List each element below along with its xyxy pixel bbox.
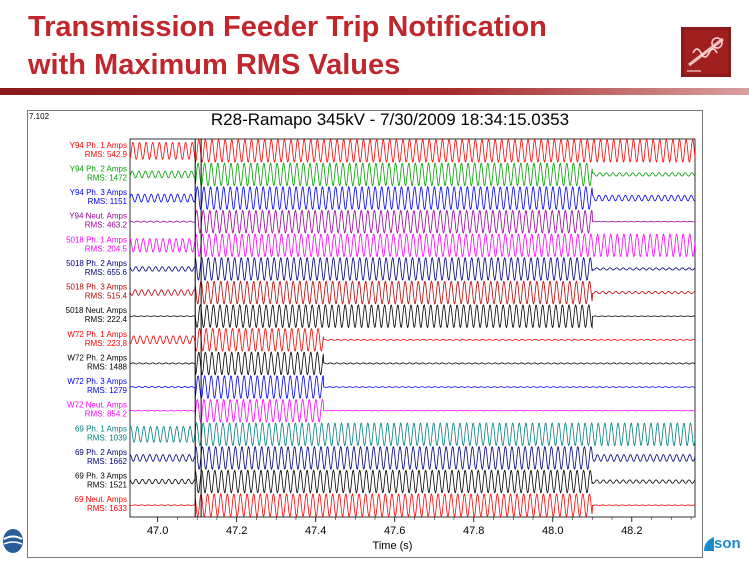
series-rms-label: RMS: 463.2: [85, 221, 128, 230]
series-rms-label: RMS: 1279: [87, 386, 128, 395]
series-trace: [129, 493, 695, 518]
series-rms-label: RMS: 1521: [87, 481, 128, 490]
slide-title-line-2: with Maximum RMS Values: [28, 49, 401, 81]
series-rms-label: RMS: 655.6: [85, 268, 128, 277]
series-name-label: W72 Ph. 3 Amps: [67, 377, 127, 386]
chart-title: R28-Ramapo 345kV - 7/30/2009 18:34:15.03…: [210, 110, 570, 129]
series-name-label: 69 Ph. 1 Amps: [75, 424, 127, 433]
series-name-label: 5018 Ph. 2 Amps: [66, 259, 127, 268]
x-tick-label: 48.0: [542, 525, 563, 537]
series-trace: [129, 374, 696, 400]
footer-brand-fragment: son: [714, 535, 741, 552]
x-tick-label: 47.2: [226, 525, 247, 537]
series-name-label: Y94 Ph. 2 Amps: [70, 164, 127, 173]
series-trace: [129, 398, 696, 423]
plot-area: [129, 138, 696, 518]
slide-title: Transmission Feeder Trip Notification wi…: [28, 8, 648, 84]
x-tick-label: 47.6: [384, 525, 405, 537]
series-trace: [129, 256, 696, 282]
series-name-label: W72 Ph. 2 Amps: [67, 353, 127, 362]
series-rms-label: RMS: 1039: [87, 433, 128, 442]
series-trace: [129, 185, 696, 211]
series-name-label: Y94 Ph. 3 Amps: [70, 188, 127, 197]
series-rms-label: RMS: 854.2: [85, 410, 128, 419]
series-trace: [129, 280, 696, 305]
x-tick-label: 47.4: [305, 525, 326, 537]
series-trace: [129, 138, 696, 163]
slide-title-line-1: Transmission Feeder Trip Notification: [28, 11, 547, 43]
x-tick-label: 48.2: [621, 525, 642, 537]
series-rms-label: RMS: 542.9: [85, 150, 128, 159]
x-tick-label: 47.8: [463, 525, 484, 537]
series-rms-label: RMS: 1662: [87, 457, 128, 466]
series-name-label: 5018 Neut. Amps: [66, 306, 127, 315]
series-name-label: W72 Ph. 1 Amps: [67, 330, 127, 339]
series-rms-label: RMS: 222.4: [85, 315, 128, 324]
series-trace: [129, 422, 696, 447]
globe-icon: [3, 529, 23, 553]
series-rms-label: RMS: 1488: [87, 362, 128, 371]
oscillography-chart: Y94 Ph. 1 Amps RMS: 542.9 Y94 Ph. 2 Amps RM…: [27, 110, 703, 558]
series-name-label: 5018 Ph. 3 Amps: [66, 283, 127, 292]
series-trace: [129, 304, 696, 329]
series-rms-label: RMS: 1472: [87, 173, 128, 182]
series-trace: [129, 351, 696, 376]
series-name-label: Y94 Neut. Amps: [69, 212, 127, 221]
series-rms-label: RMS: 515.4: [85, 292, 128, 301]
x-axis-label: Time (s): [373, 540, 413, 552]
series-name-label: 69 Ph. 2 Amps: [75, 448, 127, 457]
corner-value: 7.102: [29, 112, 50, 121]
series-name-label: 69 Ph. 3 Amps: [75, 472, 127, 481]
series-name-label: W72 Neut. Amps: [67, 401, 127, 410]
brand-mark-icon: [704, 537, 714, 551]
series-trace: [129, 445, 696, 471]
series-name-label: Y94 Ph. 1 Amps: [70, 141, 127, 150]
waveform-logo-icon: [681, 27, 731, 77]
series-rms-label: RMS: 1151: [88, 197, 128, 206]
series-trace: [129, 162, 696, 187]
series-trace: [129, 233, 696, 258]
series-name-label: 69 Neut. Amps: [75, 495, 127, 504]
title-rule: [0, 88, 749, 95]
series-trace: [129, 327, 696, 352]
series-rms-label: RMS: 1633: [87, 504, 128, 513]
series-trace: [129, 209, 696, 234]
x-tick-label: 47.0: [147, 525, 168, 537]
series-name-label: 5018 Ph. 1 Amps: [66, 235, 127, 244]
series-rms-label: RMS: 223.8: [85, 339, 128, 348]
series-rms-label: RMS: 204.5: [85, 244, 128, 253]
series-trace: [129, 469, 696, 494]
